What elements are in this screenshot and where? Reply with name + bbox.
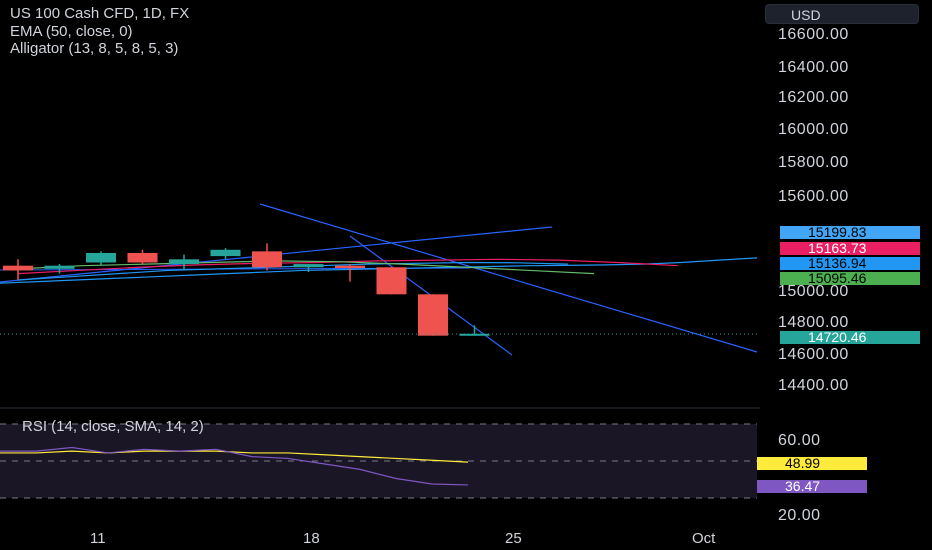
price-tick-label: 16600.00: [778, 26, 849, 43]
price-tick-label: 15800.00: [778, 154, 849, 171]
rsi-line: [0, 446, 469, 486]
price-tick-label: 16200.00: [778, 89, 849, 106]
alligator-jaw-line: [17, 261, 569, 281]
candle-body: [335, 265, 365, 269]
rsi-tick-label: 20.00: [778, 507, 821, 524]
rsi-badge: 48.99: [757, 456, 867, 470]
candle-body: [459, 333, 490, 336]
price-tick-label: 16400.00: [778, 59, 849, 76]
candle-body: [418, 294, 448, 336]
price-badge: 15136.94: [780, 256, 920, 270]
rsi-band: [0, 424, 757, 498]
price-tick-label: 15000.00: [778, 283, 849, 300]
rsi-tick-label: 60.00: [778, 432, 821, 449]
price-tick-label: 15600.00: [778, 188, 849, 205]
candle-body: [293, 264, 324, 268]
candle-body: [3, 265, 33, 271]
price-badge: 15163.73: [780, 241, 920, 255]
candle-body: [86, 252, 116, 263]
time-tick-label: 25: [505, 530, 522, 547]
time-tick-label: 18: [303, 530, 320, 547]
rsi-legend[interactable]: RSI (14, close, SMA, 14, 2): [22, 418, 204, 435]
price-tick-label: 14600.00: [778, 346, 849, 363]
alligator-legend[interactable]: Alligator (13, 8, 5, 8, 5, 3): [10, 40, 179, 57]
candle-body: [127, 252, 158, 263]
price-tick-label: 16000.00: [778, 121, 849, 138]
trend-line: [259, 203, 758, 353]
time-tick-label: Oct: [692, 530, 716, 547]
time-tick-label: 11: [90, 530, 106, 547]
candle-body: [210, 249, 241, 257]
price-badge: 14720.46: [780, 330, 920, 344]
rsi-ma-line: [0, 450, 469, 463]
candle-body: [44, 265, 75, 269]
price-badge: 15095.46: [780, 271, 920, 285]
rsi-badge: 36.47: [757, 479, 867, 493]
price-tick-label: 14800.00: [778, 314, 849, 331]
candle-body: [252, 251, 282, 268]
candle-body: [169, 259, 199, 265]
candle-body: [376, 267, 407, 295]
price-tick-label: 14400.00: [778, 377, 849, 394]
ema-legend[interactable]: EMA (50, close, 0): [10, 22, 133, 40]
price-badge: 15199.83: [780, 225, 920, 239]
currency-selector[interactable]: USD: [765, 4, 919, 24]
chart-legend: US 100 Cash CFD, 1D, FX EMA (50, close, …: [10, 5, 189, 58]
symbol-title[interactable]: US 100 Cash CFD, 1D, FX: [10, 5, 190, 22]
alligator-lips-line: [17, 260, 595, 275]
